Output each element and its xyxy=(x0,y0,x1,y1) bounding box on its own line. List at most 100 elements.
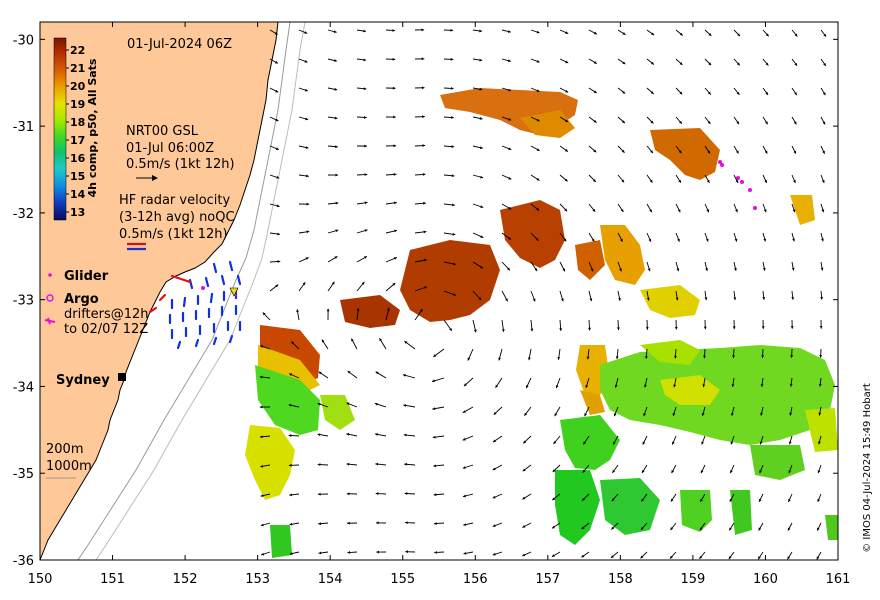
gsl-vector-head xyxy=(621,149,625,153)
gsl-vector-head xyxy=(433,464,437,468)
gsl-vector-head xyxy=(820,267,824,271)
gsl-vector-head xyxy=(565,60,569,64)
gsl-vector-head xyxy=(647,268,651,272)
gsl-vector-head xyxy=(762,297,766,300)
sydney-marker xyxy=(118,373,126,381)
lon-tick-label: 154 xyxy=(318,572,343,587)
gsl-vector-head xyxy=(761,326,765,329)
gsl-vector-head xyxy=(508,147,512,151)
gsl-vector-head xyxy=(703,355,706,359)
gsl-vector-head xyxy=(759,498,762,502)
gsl-vector-head xyxy=(422,173,426,176)
gsl-vector-head xyxy=(321,339,325,343)
colorbar-tick-label: 21 xyxy=(70,62,85,75)
gsl-vector-head xyxy=(392,282,396,286)
gsl-vector-head xyxy=(823,62,826,66)
colorbar-tick-label: 14 xyxy=(70,188,86,201)
gsl-vector-head xyxy=(590,268,594,272)
gsl-vector-head xyxy=(552,525,555,529)
gsl-vector-field xyxy=(259,28,827,560)
gsl-vector-head xyxy=(261,552,265,556)
gsl-vector-head xyxy=(789,412,793,416)
gsl-vector-head xyxy=(364,173,368,177)
gsl-vector-head xyxy=(317,463,321,467)
gsl-vector-head xyxy=(289,373,293,377)
gsl-vector-head xyxy=(422,144,426,148)
gsl-vector-head xyxy=(622,32,626,35)
gsl-vector-head xyxy=(536,148,540,151)
gsl-vector-head xyxy=(274,60,278,64)
gsl-vector-head xyxy=(479,29,483,33)
gsl-vector-head xyxy=(535,237,539,241)
gsl-vector-head xyxy=(402,373,406,377)
contour-200m xyxy=(77,22,291,560)
yellow-marker xyxy=(229,287,239,297)
lat-tick-label: -33 xyxy=(13,294,34,309)
gsl-vector-head xyxy=(593,90,597,94)
gsl-vector-head xyxy=(479,265,483,269)
gsl-vector-head xyxy=(759,470,763,474)
gsl-vector-head xyxy=(584,413,587,417)
gsl-vector-head xyxy=(333,30,337,34)
gsl-vector-head xyxy=(386,307,390,311)
gsl-vector-head xyxy=(622,61,626,65)
gsl-vector-head xyxy=(670,527,674,531)
depth-1000m-label: 1000m xyxy=(46,459,92,474)
gsl-vector-head xyxy=(705,268,708,271)
gsl-vector-head xyxy=(393,201,397,205)
gsl-vector-head xyxy=(564,208,568,212)
gsl-label-line3: 0.5m/s (1kt 12h) xyxy=(126,157,235,172)
gsl-vector-head xyxy=(581,526,585,530)
gsl-vector-head xyxy=(507,30,511,33)
gsl-vector-head xyxy=(335,229,339,233)
gsl-vector-head xyxy=(374,402,378,406)
gsl-vector-head xyxy=(492,552,496,556)
gsl-vector-head xyxy=(731,412,734,416)
lon-tick-label: 156 xyxy=(463,572,488,587)
lat-tick-label: -32 xyxy=(13,207,34,222)
gsl-vector-head xyxy=(291,341,295,345)
gsl-vector-head xyxy=(361,281,365,285)
gsl-vector-head xyxy=(791,296,795,300)
gsl-vector-head xyxy=(306,230,310,234)
gsl-vector-head xyxy=(289,493,292,497)
gsl-vector-head xyxy=(392,86,396,90)
gsl-vector-head xyxy=(821,179,825,183)
gsl-vector-head xyxy=(589,298,593,302)
gsl-vector-head xyxy=(262,312,266,316)
gsl-vector-head xyxy=(820,296,824,300)
gsl-vector-head xyxy=(318,522,322,526)
gsl-label-line1: NRT00 GSL xyxy=(126,124,199,139)
gsl-vector-head xyxy=(679,120,682,124)
gsl-vector-head xyxy=(703,326,707,330)
gsl-vector-head xyxy=(524,412,528,416)
gsl-vector-head xyxy=(335,173,339,177)
gsl-vector-head xyxy=(304,88,308,92)
lat-tick-label: -34 xyxy=(13,380,34,395)
gsl-vector-head xyxy=(610,555,614,558)
gsl-vector-head xyxy=(728,556,732,560)
gsl-vector-head xyxy=(644,384,647,388)
gsl-vector-head xyxy=(364,229,368,232)
gsl-vector-head xyxy=(787,527,791,531)
gsl-vector-head xyxy=(565,119,569,122)
gsl-vector-head xyxy=(478,297,482,301)
gsl-vector-head xyxy=(393,257,397,260)
gsl-vector-head xyxy=(674,326,678,330)
gsl-vector-head xyxy=(823,33,827,37)
gsl-vector-head xyxy=(275,147,279,150)
gsl-vector-head xyxy=(619,268,622,272)
gsl-vector-head xyxy=(493,411,497,415)
gsl-vector-head xyxy=(405,550,408,554)
gsl-vector-head xyxy=(737,33,741,37)
gsl-vector-head xyxy=(375,371,379,375)
gsl-vector-head xyxy=(621,120,625,124)
gsl-vector-head xyxy=(794,33,798,37)
gsl-vector-head xyxy=(260,494,264,498)
gsl-vector-head xyxy=(305,257,309,260)
gsl-vector-head xyxy=(463,551,467,555)
gsl-vector-head xyxy=(730,470,733,474)
gsl-vector-head xyxy=(592,179,596,182)
gsl-vector-head xyxy=(765,62,769,66)
gsl-vector-head xyxy=(335,145,338,149)
